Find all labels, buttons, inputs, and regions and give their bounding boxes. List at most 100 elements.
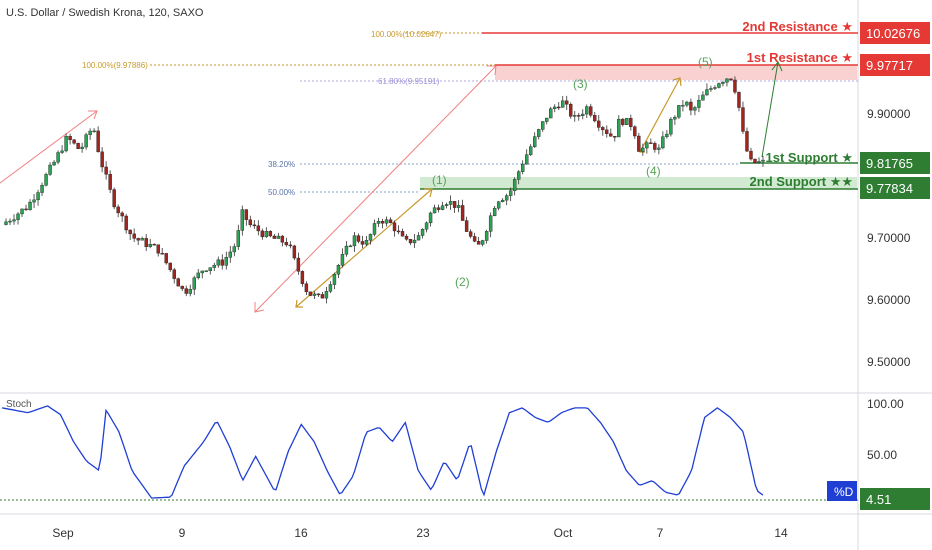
candle-body bbox=[496, 201, 501, 209]
candle-body bbox=[232, 246, 237, 253]
candle-body bbox=[516, 171, 521, 180]
chart-title: U.S. Dollar / Swedish Krona, 120, SAXO bbox=[6, 7, 204, 19]
candle-body bbox=[204, 270, 208, 272]
candle-body bbox=[621, 118, 625, 125]
candle-body bbox=[8, 220, 12, 223]
time-tick-label: Sep bbox=[52, 526, 74, 540]
candle-body bbox=[88, 130, 92, 135]
second-support-price: 9.77834 bbox=[866, 181, 913, 196]
candle-body bbox=[436, 207, 441, 210]
candle-body bbox=[140, 238, 144, 241]
candle-body bbox=[220, 259, 224, 266]
time-axis[interactable]: Sep 9 16 23 Oct 7 14 bbox=[52, 526, 788, 540]
candle-body bbox=[396, 230, 401, 233]
price-axis[interactable]: 9.90000 9.70000 9.60000 9.50000 bbox=[867, 107, 911, 369]
resistance-zone bbox=[495, 65, 857, 80]
candle-body bbox=[472, 236, 477, 242]
candle-body bbox=[641, 147, 645, 152]
candle-body bbox=[705, 89, 709, 96]
candle-body bbox=[176, 278, 180, 287]
candle-body bbox=[224, 257, 228, 266]
candle-body bbox=[408, 239, 413, 244]
candle-body bbox=[276, 235, 281, 239]
time-tick-label: 23 bbox=[416, 526, 430, 540]
candle-body bbox=[244, 209, 249, 220]
candle-body bbox=[92, 130, 96, 133]
time-tick-label: Oct bbox=[554, 526, 573, 540]
candle-body bbox=[609, 133, 613, 137]
candle-body bbox=[753, 158, 757, 163]
candle-body bbox=[356, 235, 361, 242]
candle-body bbox=[108, 174, 112, 190]
candle-body bbox=[512, 179, 517, 191]
candle-body bbox=[148, 244, 152, 247]
fib-ext-label-2: 100.00%(9.97886) bbox=[82, 61, 148, 70]
candle-body bbox=[661, 136, 665, 149]
time-tick-label: 7 bbox=[657, 526, 664, 540]
candle-body bbox=[368, 234, 373, 241]
first-resistance-label: 1st Resistance ★ bbox=[747, 50, 853, 65]
stoch-label: Stoch bbox=[6, 399, 32, 410]
candle-body bbox=[252, 224, 257, 227]
wave-label-2: (2) bbox=[455, 275, 470, 289]
candle-body bbox=[476, 241, 481, 245]
candle-body bbox=[116, 206, 120, 214]
wave-label-4: (4) bbox=[646, 164, 661, 178]
candle-body bbox=[565, 100, 569, 105]
candle-body bbox=[248, 219, 253, 226]
candle-body bbox=[649, 142, 653, 144]
candle-body bbox=[124, 215, 128, 231]
candle-body bbox=[84, 134, 88, 148]
candle-body bbox=[216, 259, 220, 266]
price-tick-label: 9.50000 bbox=[867, 355, 911, 369]
stoch-axis[interactable]: 100.00 50.00 bbox=[867, 397, 904, 462]
candle-body bbox=[36, 192, 40, 201]
candlesticks bbox=[4, 76, 765, 304]
candle-body bbox=[741, 107, 745, 132]
candle-body bbox=[701, 94, 705, 101]
candle-body bbox=[208, 267, 212, 271]
candle-body bbox=[657, 147, 661, 150]
candle-body bbox=[400, 231, 405, 237]
candle-body bbox=[328, 284, 333, 292]
candle-body bbox=[308, 291, 313, 296]
first-support-label: 1st Support ★ bbox=[766, 150, 854, 165]
candle-body bbox=[104, 166, 108, 175]
candle-body bbox=[256, 225, 261, 232]
candle-body bbox=[264, 231, 269, 238]
candle-body bbox=[12, 219, 16, 222]
stoch-series-tag bbox=[827, 481, 857, 501]
candle-body bbox=[528, 146, 533, 155]
candle-body bbox=[669, 118, 673, 135]
candle-body bbox=[729, 78, 733, 81]
candle-body bbox=[665, 133, 669, 137]
candle-body bbox=[64, 136, 68, 152]
candle-body bbox=[344, 245, 349, 255]
candle-body bbox=[212, 264, 216, 268]
candle-body bbox=[593, 114, 597, 122]
candle-body bbox=[440, 205, 445, 210]
candle-body bbox=[412, 239, 417, 244]
candle-body bbox=[432, 207, 437, 214]
first-resistance-price: 9.97717 bbox=[866, 58, 913, 73]
candle-body bbox=[428, 212, 433, 224]
projection-arrow bbox=[761, 61, 783, 158]
candle-body bbox=[416, 235, 421, 241]
stoch-value-badge bbox=[860, 488, 930, 510]
wave-label-3: (3) bbox=[573, 77, 588, 91]
candle-body bbox=[452, 201, 457, 208]
candle-body bbox=[637, 135, 641, 152]
candle-body bbox=[152, 244, 156, 246]
candle-body bbox=[537, 129, 541, 137]
candle-body bbox=[456, 205, 461, 208]
candle-body bbox=[597, 120, 601, 128]
fib-50-label: 50.00% bbox=[268, 188, 295, 197]
candle-body bbox=[76, 142, 80, 149]
candle-body bbox=[677, 105, 681, 118]
candle-body bbox=[304, 283, 309, 293]
wave-label-5: (5) bbox=[698, 55, 713, 69]
candle-body bbox=[132, 233, 136, 239]
trend-arrows-gold bbox=[295, 77, 682, 308]
candle-body bbox=[424, 222, 429, 230]
